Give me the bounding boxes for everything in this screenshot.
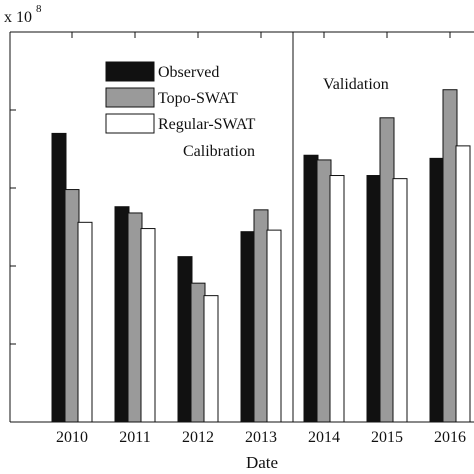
legend-swatch-regular-swat xyxy=(105,113,155,134)
bar-observed-2011 xyxy=(114,206,130,423)
scale-factor-label: x 10 xyxy=(4,9,32,26)
ticks-group: 2010 2011 2012 2013 2014 2015 2016 xyxy=(10,31,466,446)
bar-regular-swat-2015 xyxy=(392,178,408,423)
bar-observed-2013 xyxy=(240,231,256,423)
x-tick-label-2011: 2011 xyxy=(119,429,150,446)
bar-topo-swat-2016 xyxy=(442,89,458,423)
bar-observed-2010 xyxy=(51,132,67,423)
x-tick-label-2016: 2016 xyxy=(434,429,466,446)
legend-label-observed: Observed xyxy=(158,64,219,81)
bar-regular-swat-2010 xyxy=(77,221,93,423)
bar-regular-swat-2012 xyxy=(203,295,219,423)
legend: Observed Topo-SWAT Regular-SWAT xyxy=(105,61,256,134)
bar-regular-swat-2016 xyxy=(455,145,471,423)
x-tick-label-2010: 2010 xyxy=(56,429,88,446)
x-tick-label-2012: 2012 xyxy=(182,429,214,446)
bar-observed-2012 xyxy=(177,256,193,423)
bar-topo-swat-2011 xyxy=(127,212,143,423)
bar-topo-swat-2014 xyxy=(316,159,332,423)
scale-factor-exponent: 8 xyxy=(36,3,42,15)
bar-regular-swat-2011 xyxy=(140,228,156,423)
x-tick-label-2013: 2013 xyxy=(245,429,277,446)
legend-label-topo-swat: Topo-SWAT xyxy=(158,90,238,107)
bar-topo-swat-2012 xyxy=(190,282,206,423)
bar-observed-2014 xyxy=(303,154,319,423)
bar-observed-2016 xyxy=(429,157,445,423)
bar-topo-swat-2015 xyxy=(379,117,395,423)
legend-swatch-topo-swat xyxy=(105,87,155,108)
x-axis-title: Date xyxy=(246,453,278,472)
x-tick-label-2015: 2015 xyxy=(371,429,403,446)
x-tick-label-2014: 2014 xyxy=(308,429,340,446)
bar-observed-2015 xyxy=(366,175,382,423)
bar-topo-swat-2010 xyxy=(64,189,80,423)
legend-swatch-observed xyxy=(105,61,155,82)
annotation-validation: Validation xyxy=(323,76,389,93)
bar-regular-swat-2014 xyxy=(329,175,345,423)
legend-label-regular-swat: Regular-SWAT xyxy=(158,116,256,133)
bar-regular-swat-2013 xyxy=(266,229,282,423)
annotation-calibration: Calibration xyxy=(183,143,255,160)
bars-group xyxy=(51,89,471,423)
bar-topo-swat-2013 xyxy=(253,209,269,423)
